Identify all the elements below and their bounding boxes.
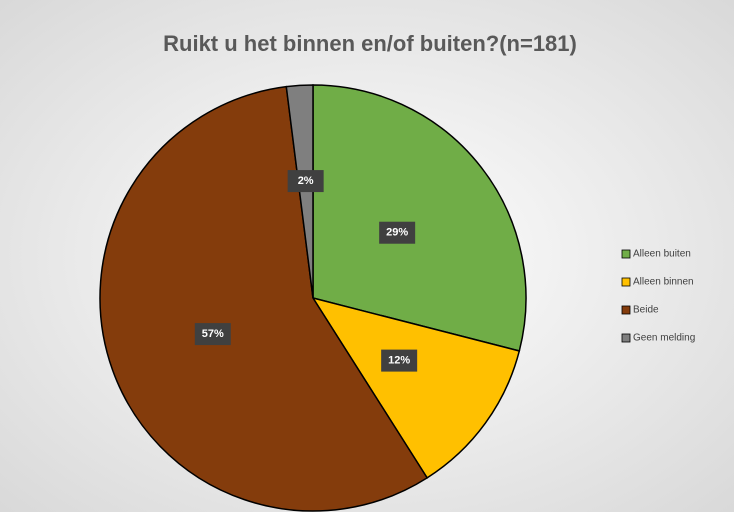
value-label-box (194, 323, 231, 346)
value-label-box (287, 170, 324, 193)
legend-label: Alleen binnen (633, 277, 694, 288)
chart-title: Ruikt u het binnen en/of buiten?(n=181) (163, 31, 577, 56)
pie-slice (311, 296, 521, 479)
legend-swatch (621, 333, 631, 343)
legend-swatch (621, 305, 631, 315)
value-label-box (381, 349, 418, 372)
legend-label: Geen melding (633, 333, 695, 344)
value-label-box (379, 221, 416, 244)
pie-slice (312, 84, 527, 352)
value-label: 12% (388, 355, 410, 367)
legend-swatch (621, 277, 631, 287)
legend-swatch (621, 249, 631, 259)
value-label: 2% (298, 175, 314, 187)
legend-label: Beide (633, 305, 659, 316)
legend-label: Alleen buiten (633, 249, 691, 260)
value-label: 57% (202, 328, 224, 340)
pie-slice (99, 85, 429, 512)
value-label: 29% (386, 227, 408, 239)
